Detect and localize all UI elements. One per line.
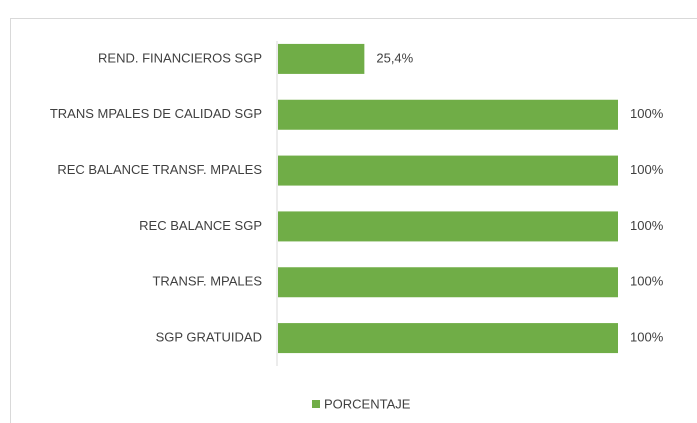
data-label: 100%	[630, 330, 664, 345]
y-tick-label: TRANS MPALES DE CALIDAD SGP	[50, 106, 262, 121]
legend-label: PORCENTAJE	[324, 396, 411, 411]
y-tick-label: REC BALANCE TRANSF. MPALES	[57, 162, 262, 177]
bar	[278, 43, 365, 74]
bar	[278, 155, 618, 186]
data-label: 100%	[630, 274, 664, 289]
bar	[278, 323, 618, 354]
data-label: 100%	[630, 106, 664, 121]
y-tick-label: TRANSF. MPALES	[152, 274, 262, 289]
data-label: 100%	[630, 218, 664, 233]
y-tick-label: REC BALANCE SGP	[139, 218, 262, 233]
y-tick-label: REND. FINANCIEROS SGP	[98, 50, 262, 65]
data-label: 25,4%	[376, 50, 413, 65]
y-tick-label: SGP GRATUIDAD	[156, 330, 262, 345]
data-label: 100%	[630, 162, 664, 177]
bar	[278, 267, 618, 298]
bar	[278, 211, 618, 242]
legend-swatch	[312, 400, 320, 408]
bar	[278, 99, 618, 130]
